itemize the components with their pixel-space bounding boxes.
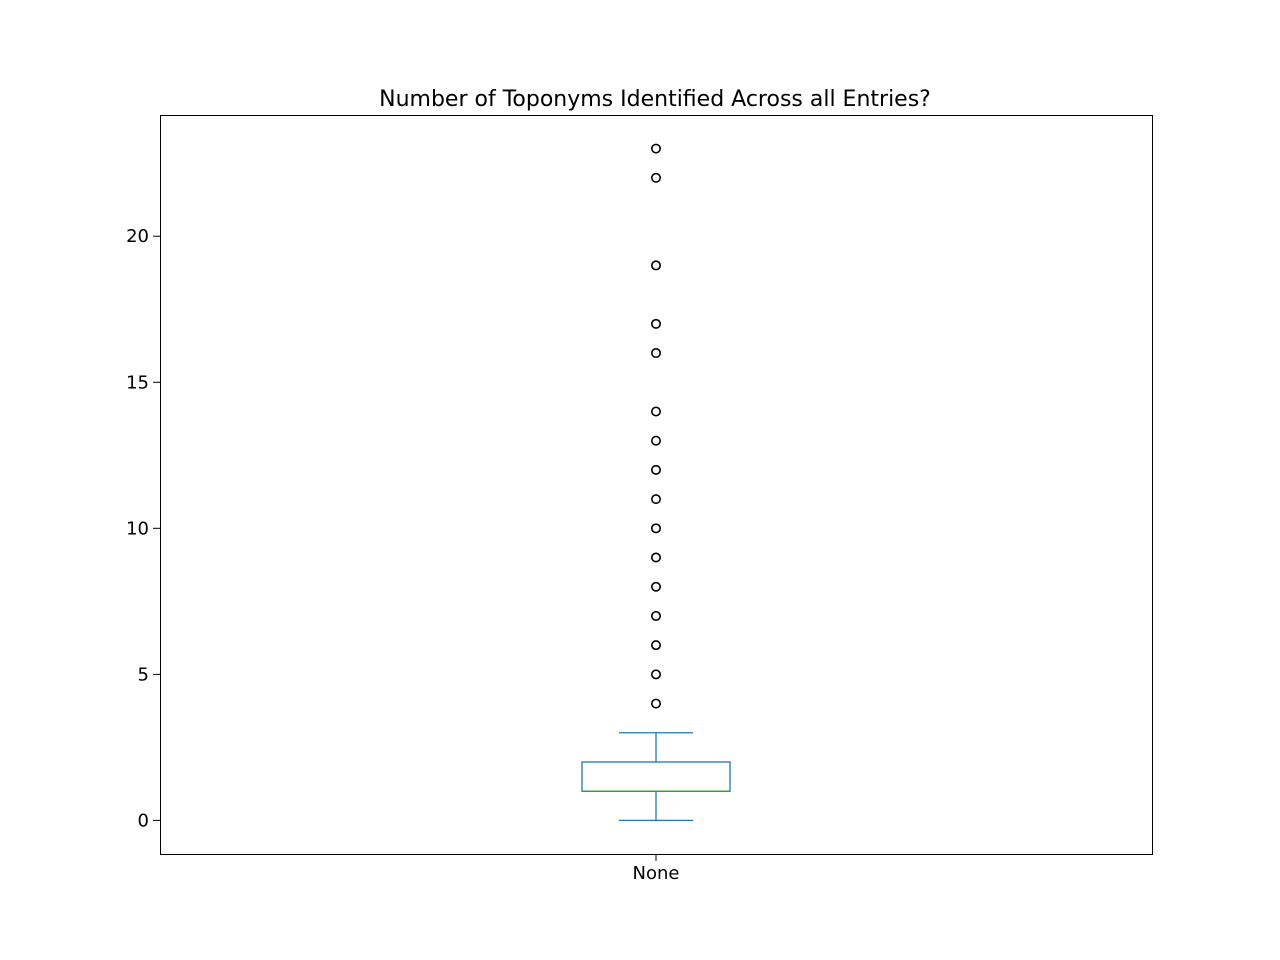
outlier-point (650, 581, 661, 592)
y-tick-label: 0 (138, 810, 149, 831)
y-tick-label: 20 (126, 226, 149, 247)
y-tick-label: 10 (126, 518, 149, 539)
outlier-point (650, 464, 661, 475)
outlier-point (650, 698, 661, 709)
outlier-point (650, 523, 661, 534)
outlier-point (650, 406, 661, 417)
x-tick-label: None (633, 863, 680, 884)
outlier-point (650, 435, 661, 446)
y-tick-label: 15 (126, 372, 149, 393)
iqr-box (581, 761, 731, 792)
outlier-point (650, 172, 661, 183)
plot-area: 0 5 10 15 20 None (126, 115, 1153, 884)
chart-title: Number of Toponyms Identified Across all… (379, 87, 931, 112)
outlier-point (650, 143, 661, 154)
outlier-point (650, 610, 661, 621)
outlier-point (650, 348, 661, 359)
outlier-point (650, 669, 661, 680)
y-tick-label: 5 (138, 664, 149, 685)
outlier-point (650, 260, 661, 271)
outlier-point (650, 494, 661, 505)
outlier-point (650, 552, 661, 563)
outlier-point (650, 640, 661, 651)
outlier-point (650, 318, 661, 329)
